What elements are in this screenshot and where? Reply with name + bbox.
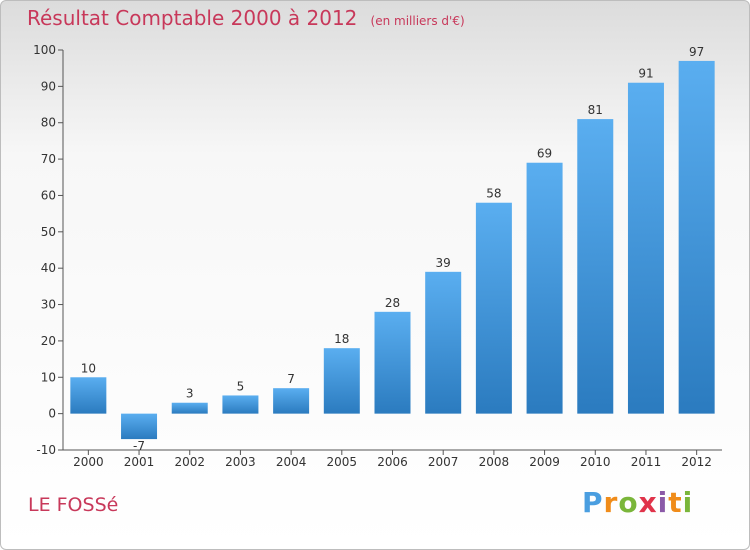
bar-value-label: 3 <box>186 387 194 401</box>
bar-value-label: 91 <box>638 67 653 81</box>
bar-value-label: 7 <box>287 372 295 386</box>
chart-title: Résultat Comptable 2000 à 2012 (en milli… <box>27 6 465 30</box>
x-tick-label: 2001 <box>124 455 155 469</box>
bar-2001 <box>121 413 158 440</box>
bar-value-label: 28 <box>385 296 400 310</box>
y-tick-label: 0 <box>48 407 56 421</box>
x-tick-label: 2011 <box>631 455 662 469</box>
y-tick-label: 90 <box>41 79 56 93</box>
bar-2007 <box>425 271 462 414</box>
x-tick-label: 2006 <box>377 455 408 469</box>
bar-2006 <box>374 311 411 414</box>
bar-2011 <box>627 82 664 414</box>
x-tick-label: 2004 <box>276 455 307 469</box>
y-tick-label: 30 <box>41 298 56 312</box>
title-text: Résultat Comptable 2000 à 2012 <box>27 6 358 30</box>
bar-2005 <box>323 348 360 414</box>
x-tick-label: 2012 <box>681 455 712 469</box>
bar-value-label: 97 <box>689 45 704 59</box>
x-tick-label: 2000 <box>73 455 104 469</box>
x-tick-label: 2007 <box>428 455 459 469</box>
bar-2003 <box>222 395 259 414</box>
y-tick-label: 70 <box>41 152 56 166</box>
x-tick-label: 2009 <box>529 455 560 469</box>
bar-2010 <box>577 119 614 414</box>
bar-value-label: 39 <box>436 256 451 270</box>
bar-2012 <box>678 60 715 414</box>
title-unit: (en milliers d'€) <box>370 14 465 28</box>
bar-value-label: 58 <box>486 187 501 201</box>
x-tick-label: 2005 <box>327 455 358 469</box>
bar-value-label: 81 <box>588 103 603 117</box>
bar-value-label: 18 <box>334 332 349 346</box>
y-tick-label: 20 <box>41 334 56 348</box>
y-tick-label: 60 <box>41 188 56 202</box>
commune-name: LE FOSSé <box>28 494 119 516</box>
x-tick-label: 2002 <box>174 455 205 469</box>
bar-2002 <box>171 402 208 414</box>
proxiti-logo: Proxiti <box>582 486 694 519</box>
bar-2000 <box>70 377 107 414</box>
bar-value-label: 69 <box>537 147 552 161</box>
bar-value-label: 10 <box>81 361 96 375</box>
x-tick-label: 2008 <box>479 455 510 469</box>
bar-2004 <box>273 388 310 414</box>
y-tick-label: 50 <box>41 225 56 239</box>
x-tick-label: 2010 <box>580 455 611 469</box>
y-tick-label: 10 <box>41 370 56 384</box>
y-tick-label: 40 <box>41 261 56 275</box>
y-tick-label: 100 <box>33 43 56 57</box>
bar-2009 <box>526 162 563 414</box>
bar-2008 <box>475 202 512 414</box>
x-tick-label: 2003 <box>225 455 256 469</box>
y-tick-label: -10 <box>36 443 56 457</box>
bar-value-label: 5 <box>237 379 245 393</box>
y-tick-label: 80 <box>41 116 56 130</box>
bar-value-label: -7 <box>133 439 145 453</box>
